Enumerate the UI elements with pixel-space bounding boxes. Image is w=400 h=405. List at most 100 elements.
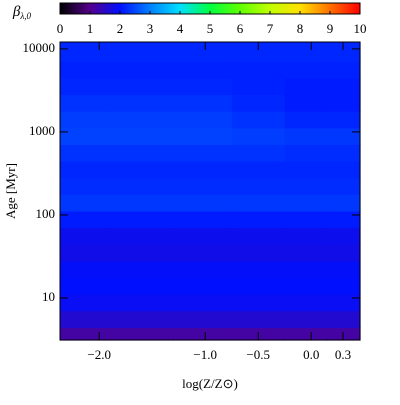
heatmap-cell — [284, 144, 328, 162]
x-tick-label: −2.0 — [87, 347, 111, 362]
colorbar-tick-label: 10 — [354, 21, 367, 36]
heatmap-cell — [327, 227, 361, 245]
heatmap-cell — [284, 111, 328, 129]
heatmap-cell — [109, 111, 175, 129]
heatmap-cell — [327, 144, 361, 162]
heatmap-cell — [284, 177, 328, 195]
heatmap-cell — [109, 244, 175, 262]
heatmap-cell — [327, 294, 361, 312]
plot-frame — [59, 41, 361, 341]
x-axis-label: log(Z/Z⊙) — [182, 376, 238, 391]
heatmap-cell — [173, 77, 233, 96]
heatmap-cell — [173, 327, 233, 341]
colorbar-tick-label: 6 — [237, 21, 244, 36]
colorbar-tick-label: 4 — [177, 21, 184, 36]
heatmap-cell — [327, 244, 361, 262]
heatmap-cell — [231, 210, 286, 229]
heatmap-cell — [60, 160, 111, 179]
heatmap-cell — [231, 127, 286, 145]
heatmap-cell — [284, 42, 328, 62]
heatmap-cell — [60, 177, 111, 195]
heatmap-cell — [109, 94, 175, 112]
heatmap-cell — [109, 310, 175, 328]
colorbar-tick-label: 1 — [87, 21, 94, 36]
heatmap-cell — [327, 77, 361, 96]
heatmap-cell — [60, 277, 111, 295]
heatmap-cell — [109, 277, 175, 295]
heatmap-cell — [60, 244, 111, 262]
colorbar-tick-label: 0 — [57, 21, 64, 36]
heatmap-cell — [109, 42, 175, 62]
heatmap-cell — [60, 310, 111, 328]
heatmap-cell — [231, 227, 286, 245]
x-tick-label: 0.3 — [335, 347, 351, 362]
heatmap-cell — [231, 244, 286, 262]
x-tick-label: −0.5 — [246, 347, 270, 362]
heatmap-cell — [173, 160, 233, 179]
heatmap-cell — [231, 111, 286, 129]
heatmap-cell — [327, 160, 361, 179]
heatmap-cell — [173, 277, 233, 295]
heatmap-cell — [284, 310, 328, 328]
heatmap-cell — [231, 277, 286, 295]
heatmap-cell — [327, 210, 361, 229]
heatmap-cell — [109, 160, 175, 179]
heatmap-cell — [109, 144, 175, 162]
heatmap-cell — [60, 194, 111, 212]
heatmap-cell — [231, 294, 286, 312]
y-tick-label: 10000 — [23, 40, 56, 55]
heatmap-cell — [173, 210, 233, 229]
heatmap-cell — [284, 210, 328, 229]
heatmap-cell — [231, 42, 286, 62]
y-tick-label: 100 — [36, 206, 56, 221]
heatmap-cell — [284, 194, 328, 212]
heatmap-cell — [60, 127, 111, 145]
heatmap-cell — [173, 94, 233, 112]
heatmap-cell — [173, 61, 233, 79]
heatmap-cell — [173, 244, 233, 262]
colorbar-tick-label: 7 — [267, 21, 274, 36]
heatmap-cell — [109, 194, 175, 212]
heatmap-cell — [173, 144, 233, 162]
colorbar-tick-label: 2 — [117, 21, 124, 36]
heatmap-cell — [327, 42, 361, 62]
heatmap-cell — [231, 261, 286, 279]
heatmap-cell — [327, 327, 361, 341]
heatmap-cell — [284, 244, 328, 262]
heatmap-cell — [173, 42, 233, 62]
y-axis-label: Age [Myr] — [3, 163, 18, 219]
heatmap-cell — [231, 160, 286, 179]
heatmap-cell — [173, 177, 233, 195]
x-tick-label: 0.0 — [303, 347, 319, 362]
heatmap-cell — [284, 94, 328, 112]
colorbar-tick-label: 5 — [207, 21, 214, 36]
heatmap-cell — [60, 111, 111, 129]
heatmap-cell — [173, 194, 233, 212]
heatmap-cell — [173, 261, 233, 279]
heatmap-cell — [327, 61, 361, 79]
heatmap-cell — [60, 94, 111, 112]
heatmap-cell — [109, 210, 175, 229]
heatmap-cell — [284, 294, 328, 312]
heatmap-cell — [327, 261, 361, 279]
colorbar-label-main: β — [12, 4, 21, 20]
heatmap-cell — [109, 127, 175, 145]
heatmap-cell — [173, 111, 233, 129]
heatmap-cell — [284, 61, 328, 79]
heatmap-cell — [60, 210, 111, 229]
heatmap-cell — [109, 61, 175, 79]
colorbar-tick-label: 8 — [297, 21, 304, 36]
heatmap-cell — [327, 111, 361, 129]
heatmap-cell — [327, 177, 361, 195]
heatmap-cell — [109, 261, 175, 279]
heatmap-cell — [327, 94, 361, 112]
heatmap-cell — [60, 261, 111, 279]
y-tick-label: 10 — [42, 289, 55, 304]
heatmap-cell — [284, 261, 328, 279]
heatmap-cell — [173, 227, 233, 245]
heatmap-cell — [173, 127, 233, 145]
heatmap-cell — [173, 294, 233, 312]
heatmap-cell — [109, 177, 175, 195]
